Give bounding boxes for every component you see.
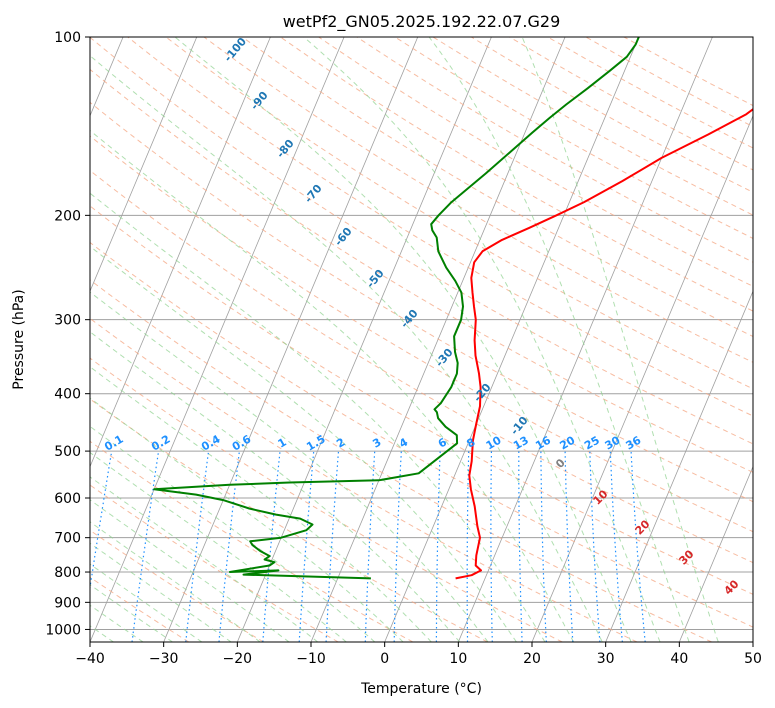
mixing-ratio-line [131,451,160,642]
dry-adiabat-line [90,440,414,642]
moist-adiabat-line [90,425,376,642]
y-axis: 100 200 300 400 500 600 700 800 900 1000 [45,30,90,638]
y-tick-label: 500 [54,444,81,460]
mixing-ratio-line [589,451,601,642]
mixing-ratio-line [393,451,402,642]
moist-adiabat-line [90,331,461,642]
mixing-ratio-line [630,451,646,642]
dry-adiabat-line [90,68,753,473]
x-axis-label: Temperature (°C) [360,681,482,697]
x-tick-label: −40 [75,651,105,667]
y-tick-label: 900 [54,595,81,611]
series-layer [153,37,753,580]
isotherm-gridline [90,37,345,642]
moist-adiabat-line [90,245,517,642]
dry-adiabat-line [127,37,753,417]
y-axis-label: Pressure (hPa) [11,289,27,389]
y-tick-label: 600 [54,491,81,507]
chart-title: wetPf2_GN05.2025.192.22.07.G29 [283,12,561,32]
isotherm-gridline [457,37,713,642]
x-tick-label: 10 [449,651,467,667]
x-tick-label: 0 [380,651,389,667]
moist-adiabat-line [90,584,173,642]
isotherm-gridline [678,465,753,642]
mixing-ratio-line [218,451,240,642]
moist-adiabat-line [428,37,690,642]
moist-adiabat-line [90,129,575,642]
moist-adiabat-line [90,366,432,642]
dewpoint-profile-line [153,37,640,580]
y-tick-label: 300 [54,313,81,329]
mixing-ratio-line [540,451,547,642]
moist-adiabat-line [90,521,261,642]
moist-adiabat-line [90,476,319,642]
plot-frame [89,36,754,643]
dry-adiabat-line [280,37,753,312]
moist-adiabat-line [90,55,603,642]
moist-adiabat-line [90,451,347,642]
mixing-ratio-line [490,451,493,642]
isotherm-gridline [605,290,753,642]
isotherm-gridline [90,37,271,468]
mixing-ratio-line [90,451,113,592]
temperature-profile-line [455,108,753,580]
dry-adiabat-line [90,169,753,564]
y-tick-label: 200 [54,208,81,224]
dry-adiabat-line [90,357,563,642]
y-tick-label: 800 [54,565,81,581]
isotherm-gridline [163,37,419,642]
mixing-ratio-line [518,451,523,642]
mixing-ratio-line [325,451,340,642]
y-tick-label: 100 [54,30,81,46]
moist-adiabat-line [90,291,489,642]
dry-adiabat-line [90,484,339,642]
isotherm-gridline [236,37,492,642]
mixing-ratio-line [466,451,470,642]
moist-adiabat-line [90,542,232,642]
dry-adiabat-line [90,205,753,595]
mixing-ratio-line [298,451,315,642]
moist-adiabat-line [174,37,632,642]
x-tick-label: 30 [597,651,615,667]
isotherm-gridline [90,37,198,293]
mixing-ratio-line [435,451,441,642]
x-tick-label: 20 [523,651,541,667]
mixing-ratio-line [262,451,281,642]
x-tick-label: 40 [670,651,688,667]
mixing-ratio-line [609,451,623,642]
mixing-ratio-line [185,451,210,642]
moist-adiabat-line [521,37,719,642]
x-tick-label: 50 [744,651,762,667]
grid-layer [90,37,753,642]
x-tick-label: −20 [223,651,253,667]
y-tick-label: 1000 [45,622,81,638]
isotherm-gridline [384,37,640,642]
y-tick-label: 400 [54,387,81,403]
mixing-ratio-line [364,451,376,642]
x-axis: −40 −30 −20 −10 0 10 20 30 40 50 [75,642,762,667]
x-tick-label: −10 [296,651,326,667]
x-tick-label: −30 [149,651,179,667]
moist-adiabat-line [90,563,203,642]
dry-adiabat-line [90,135,753,533]
dry-adiabat-line [203,37,753,363]
dry-adiabat-line [318,37,753,287]
dry-adiabat-line [90,398,488,642]
moist-adiabat-line [90,192,546,642]
y-tick-label: 700 [54,531,81,547]
mixing-ratio-line [564,451,574,642]
moist-adiabat-line [303,37,661,642]
